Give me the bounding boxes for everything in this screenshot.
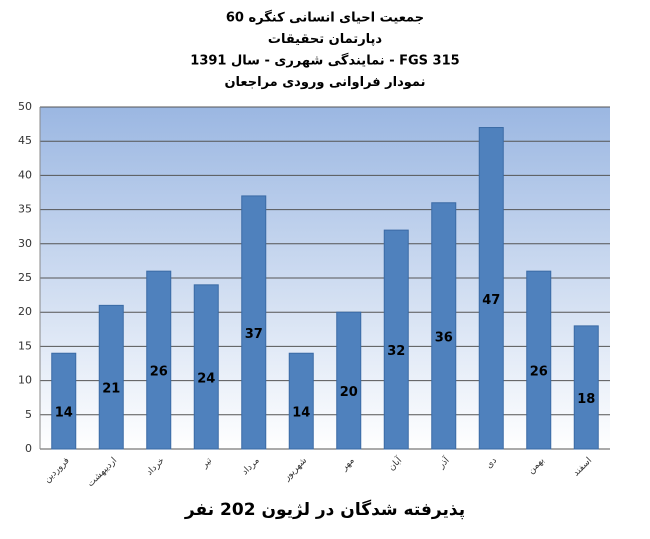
- bar: [146, 270, 172, 450]
- x-axis-label: پذیرفته شدگان در لژیون 202 نفر: [184, 499, 465, 520]
- y-tick-label: 10: [18, 374, 32, 387]
- value-label: 36: [435, 330, 453, 345]
- value-label: 20: [340, 385, 358, 400]
- y-tick-label: 40: [18, 168, 32, 181]
- x-tick-label: آذر: [435, 454, 452, 471]
- value-label: 26: [150, 365, 168, 380]
- x-tick-label: تیر: [199, 455, 214, 470]
- y-tick-label: 30: [18, 237, 32, 250]
- value-label: 26: [530, 365, 548, 380]
- bar: [193, 284, 219, 450]
- bar: [478, 127, 504, 450]
- chart-title: نمایندگی شهرری - سال 1391 - FGS 315: [190, 53, 459, 69]
- value-label: 37: [245, 327, 263, 342]
- y-tick-label: 45: [18, 134, 32, 147]
- x-tick-label: خرداد: [145, 456, 167, 478]
- y-tick-label: 20: [18, 305, 32, 318]
- bar: [526, 270, 552, 450]
- value-label: 24: [197, 371, 215, 386]
- chart-title: نمودار فراوانی ورودی مراجعان: [224, 75, 425, 90]
- x-tick-label: دی: [484, 456, 499, 471]
- bar: [573, 325, 599, 450]
- value-label: 14: [55, 406, 73, 421]
- value-label: 14: [292, 406, 310, 421]
- bar: [431, 202, 457, 450]
- chart-title: دپارتمان تحقیقات: [268, 32, 383, 47]
- bar: [336, 311, 362, 450]
- y-tick-label: 0: [25, 442, 32, 455]
- x-tick-label: مرداد: [240, 456, 262, 478]
- bar: [98, 304, 124, 450]
- chart-title: جمعیت احیای انسانی کنگره 60: [226, 10, 424, 26]
- x-tick-label: آبان: [386, 454, 405, 473]
- value-label: 18: [577, 392, 595, 407]
- value-label: 21: [102, 382, 120, 397]
- x-tick-label: مهر: [339, 456, 357, 474]
- y-tick-label: 15: [18, 339, 32, 352]
- y-tick-label: 25: [18, 271, 32, 284]
- x-tick-label: شهریور: [281, 456, 309, 484]
- x-tick-label: فروردین: [42, 456, 71, 485]
- y-tick-label: 50: [18, 100, 32, 113]
- value-label: 32: [387, 344, 405, 359]
- y-tick-label: 35: [18, 203, 32, 216]
- x-tick-label: اردیبهشت: [86, 456, 119, 489]
- bar: [51, 352, 77, 450]
- value-label: 47: [482, 293, 500, 308]
- x-tick-label: بهمن: [526, 456, 546, 476]
- y-tick-label: 5: [25, 408, 32, 421]
- bar: [241, 195, 267, 450]
- bar: [383, 229, 409, 450]
- bar: [288, 352, 314, 450]
- x-tick-label: اسفند: [571, 456, 594, 479]
